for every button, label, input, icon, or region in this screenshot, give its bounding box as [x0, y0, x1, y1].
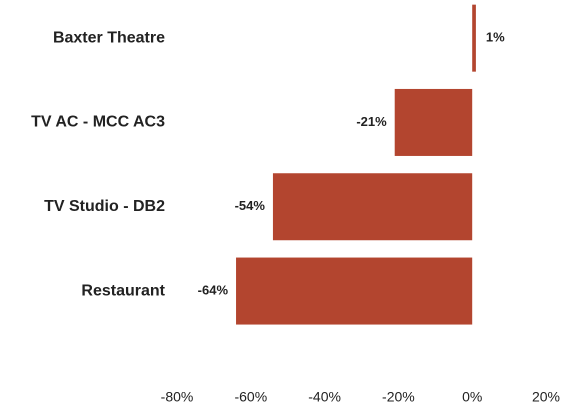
x-tick-label: 0% [462, 389, 482, 405]
x-tick-label: -80% [161, 389, 194, 405]
y-tick-label: TV AC - MCC AC3 [31, 114, 165, 131]
x-tick-label: -60% [234, 389, 267, 405]
y-tick-label: TV Studio - DB2 [44, 198, 165, 215]
value-label: 1% [486, 30, 505, 45]
bar [236, 257, 473, 325]
x-tick-label: -20% [382, 389, 415, 405]
bar [472, 4, 476, 72]
value-label: -54% [235, 198, 266, 213]
y-tick-label: Restaurant [81, 282, 165, 299]
value-label: -21% [356, 114, 387, 129]
value-label: -64% [198, 282, 229, 297]
x-tick-label: 20% [532, 389, 560, 405]
y-tick-label: Baxter Theatre [53, 29, 165, 46]
bar [394, 88, 473, 156]
x-tick-label: -40% [308, 389, 341, 405]
bar [272, 173, 473, 241]
